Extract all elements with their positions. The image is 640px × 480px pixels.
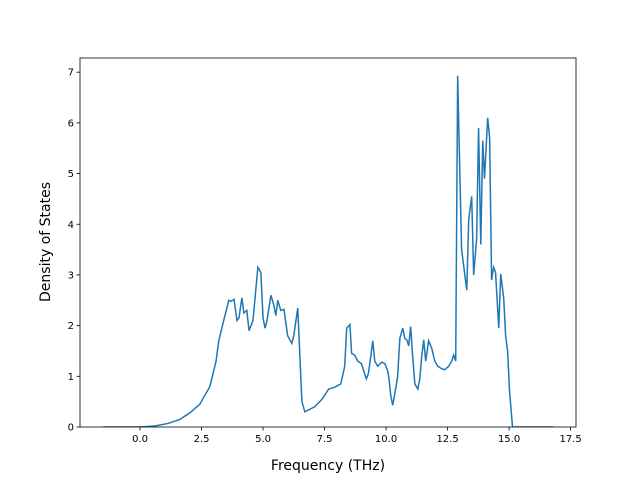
y-tick-label: 1: [68, 372, 74, 383]
y-tick-label: 2: [68, 321, 74, 332]
y-tick-label: 3: [68, 270, 74, 281]
x-tick-label: 0.0: [132, 434, 148, 445]
y-tick-label: 5: [68, 169, 74, 180]
plot-frame: [79, 57, 577, 428]
dos-line: [103, 75, 554, 427]
y-axis-label: Density of States: [38, 182, 54, 302]
y-tick-label: 0: [68, 423, 74, 434]
y-tick-label: 6: [68, 118, 74, 129]
x-tick-label: 10.0: [375, 434, 397, 445]
x-tick-label: 7.5: [317, 434, 333, 445]
y-tick-label: 4: [68, 220, 74, 231]
x-axis-label: Frequency (THz): [271, 458, 385, 474]
x-tick-label: 15.0: [498, 434, 520, 445]
x-tick-label: 12.5: [436, 434, 458, 445]
x-tick-label: 17.5: [559, 434, 581, 445]
y-tick-label: 7: [68, 68, 74, 79]
x-tick-label: 2.5: [194, 434, 210, 445]
x-tick-label: 5.0: [255, 434, 271, 445]
